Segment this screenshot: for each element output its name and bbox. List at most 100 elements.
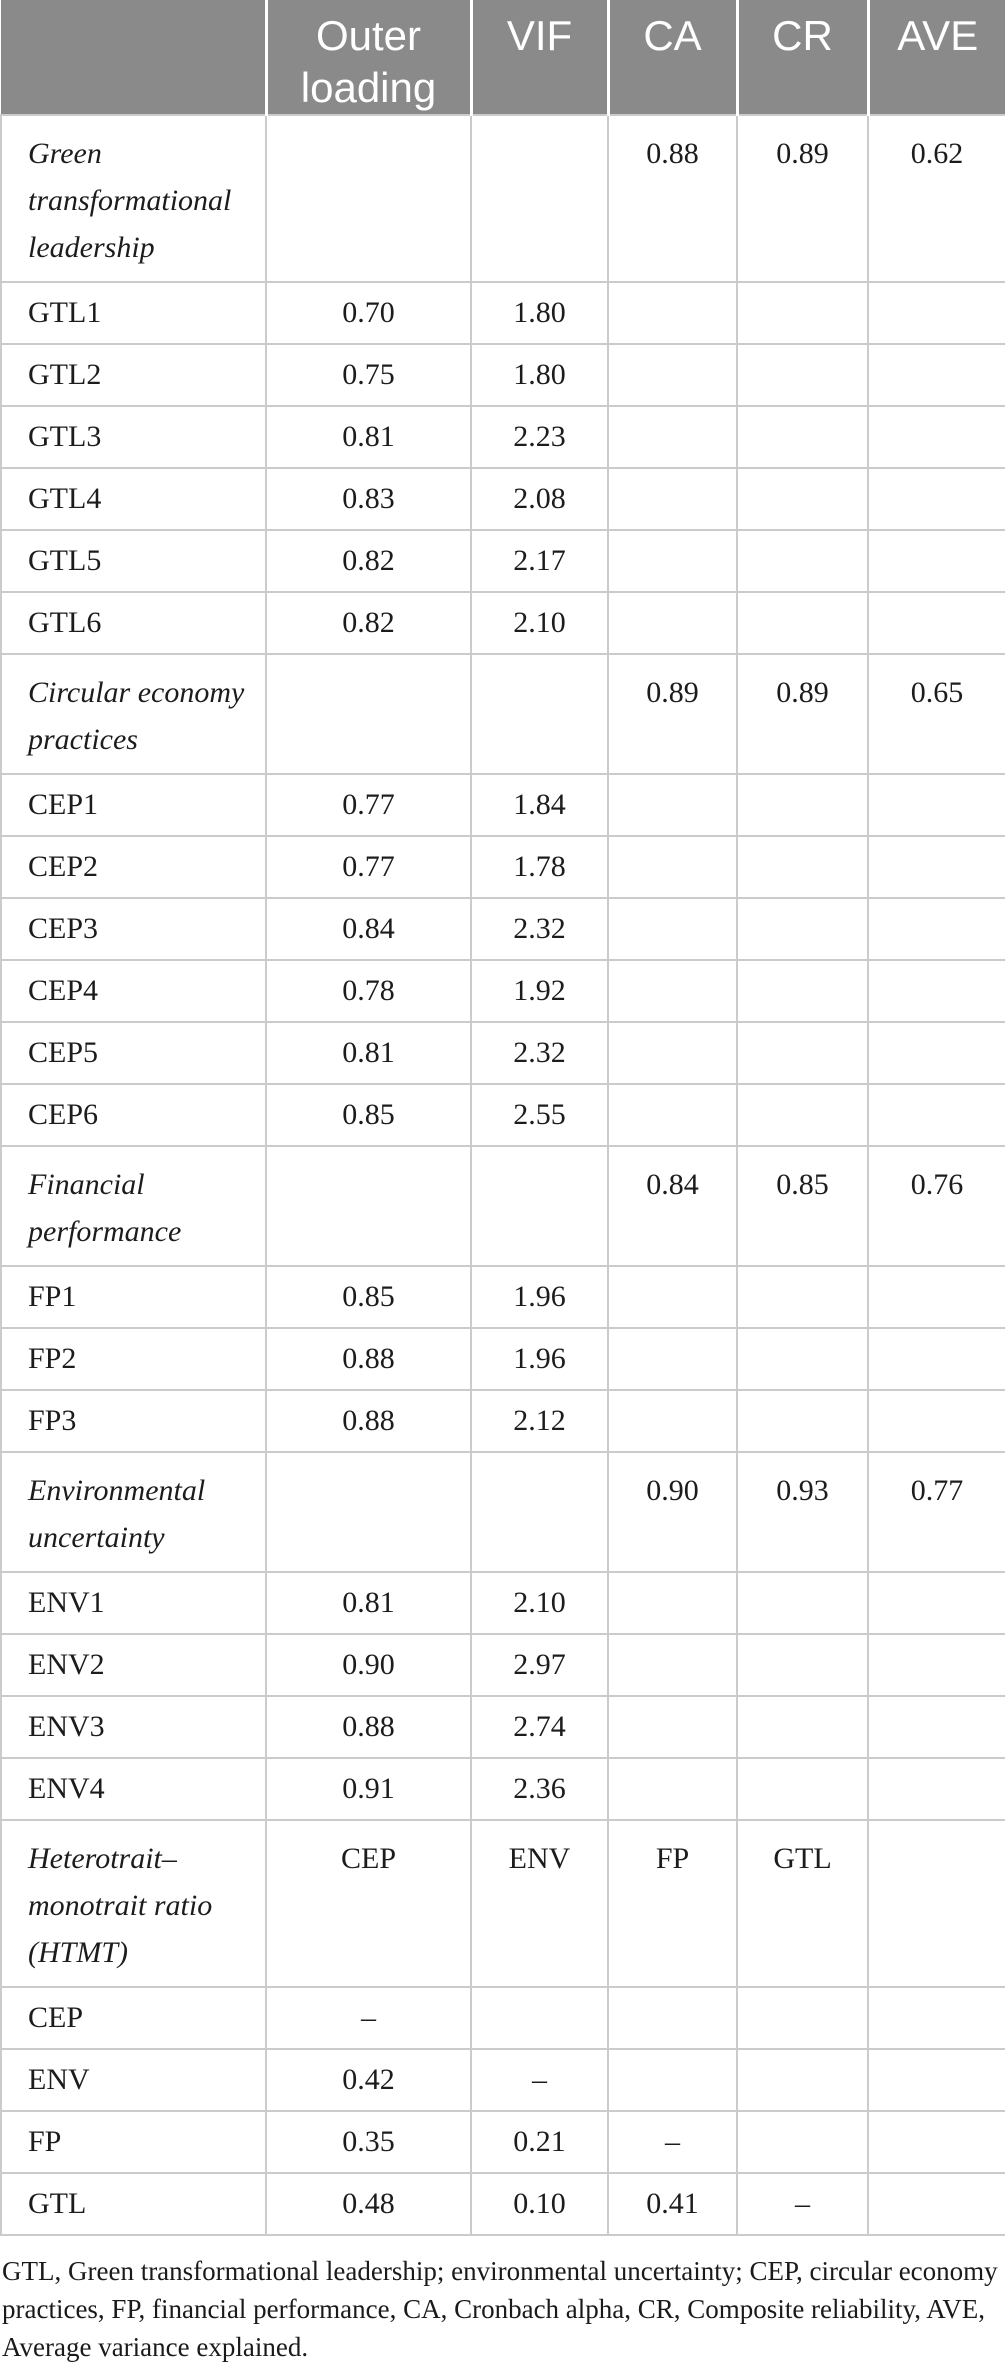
row-label-cell: GTL1 [0,281,267,345]
value-cell [607,1327,738,1391]
value-cell: 0.77 [265,773,472,837]
table-row: GTL6 0.82 2.10 [0,591,1005,655]
value-cell [736,1695,869,1759]
value-cell [736,959,869,1023]
value-cell [867,1327,1005,1391]
value-cell: 0.91 [265,1757,472,1821]
header-row: Outer loading VIF CA CR AVE [1,0,1005,116]
value-cell [265,653,472,775]
value-cell: 2.55 [470,1083,609,1147]
table-row: ENV1 0.81 2.10 [0,1571,1005,1635]
value-cell: 1.84 [470,773,609,837]
table-row: CEP3 0.84 2.32 [0,897,1005,961]
value-cell [736,2048,869,2112]
value-cell [867,1021,1005,1085]
section-row: Financial performance 0.84 0.85 0.76 [0,1145,1005,1267]
value-cell [470,653,609,775]
value-cell [607,773,738,837]
value-cell: 0.84 [607,1145,738,1267]
value-cell [265,1451,472,1573]
value-cell: 0.88 [265,1389,472,1453]
value-cell: 2.32 [470,897,609,961]
section-row: Circular economy practices 0.89 0.89 0.65 [0,653,1005,775]
row-label-cell: GTL2 [0,343,267,407]
table-row: GTL3 0.81 2.23 [0,405,1005,469]
value-cell [736,281,869,345]
value-cell [736,591,869,655]
value-cell: 1.96 [470,1265,609,1329]
value-cell [607,529,738,593]
row-label-cell: FP2 [0,1327,267,1391]
value-cell [607,1633,738,1697]
header-cell-cr: CR [735,0,868,116]
value-cell [607,1986,738,2050]
value-cell [867,959,1005,1023]
value-cell [867,405,1005,469]
table-row: FP3 0.88 2.12 [0,1389,1005,1453]
table-row: ENV3 0.88 2.74 [0,1695,1005,1759]
value-cell [867,343,1005,407]
value-cell: 2.23 [470,405,609,469]
value-cell [867,1819,1005,1988]
value-cell [736,467,869,531]
row-label-cell: FP1 [0,1265,267,1329]
value-cell: 0.89 [607,653,738,775]
row-label-cell: FP3 [0,1389,267,1453]
value-cell: 0.90 [265,1633,472,1697]
value-cell: 0.88 [265,1327,472,1391]
row-label-cell: ENV2 [0,1633,267,1697]
value-cell: 1.78 [470,835,609,899]
value-cell: 1.92 [470,959,609,1023]
value-cell: 0.88 [607,114,738,283]
value-cell [867,1986,1005,2050]
value-cell: 0.42 [265,2048,472,2112]
row-label-cell: ENV [0,2048,267,2112]
section-row: Green transformational leadership 0.88 0.8… [0,114,1005,283]
value-cell: 0.83 [265,467,472,531]
header-cell-vif: VIF [469,0,608,116]
value-cell: 1.80 [470,343,609,407]
value-cell: 2.08 [470,467,609,531]
table-row: CEP2 0.77 1.78 [0,835,1005,899]
table-row: GTL1 0.70 1.80 [0,281,1005,345]
value-cell [607,897,738,961]
section-row: Environmental uncertainty 0.90 0.93 0.77 [0,1451,1005,1573]
value-cell [607,1083,738,1147]
value-cell: 0.75 [265,343,472,407]
value-cell [607,1265,738,1329]
table-row: CEP6 0.85 2.55 [0,1083,1005,1147]
value-cell [607,591,738,655]
value-cell [867,1571,1005,1635]
value-cell [867,1083,1005,1147]
row-label-cell: ENV3 [0,1695,267,1759]
value-cell: 0.89 [736,114,869,283]
value-cell: 0.77 [867,1451,1005,1573]
row-label-cell: GTL [0,2172,267,2236]
value-cell [265,1145,472,1267]
value-cell: CEP [265,1819,472,1988]
value-cell: 2.10 [470,1571,609,1635]
value-cell: 2.97 [470,1633,609,1697]
value-cell [736,1265,869,1329]
value-cell [736,1633,869,1697]
value-cell: 0.82 [265,529,472,593]
value-cell [470,1986,609,2050]
value-cell: 0.81 [265,405,472,469]
value-cell: 2.12 [470,1389,609,1453]
value-cell [736,343,869,407]
value-cell [607,467,738,531]
table-row: CEP4 0.78 1.92 [0,959,1005,1023]
value-cell: – [470,2048,609,2112]
table-row: CEP – [0,1986,1005,2050]
header-cell-construct [1,0,266,116]
value-cell [867,591,1005,655]
row-label-cell: ENV1 [0,1571,267,1635]
value-cell [736,1757,869,1821]
value-cell [607,343,738,407]
value-cell [470,114,609,283]
value-cell: 0.85 [265,1265,472,1329]
table-row: ENV4 0.91 2.36 [0,1757,1005,1821]
value-cell: 0.85 [736,1145,869,1267]
value-cell [736,835,869,899]
value-cell: 0.90 [607,1451,738,1573]
